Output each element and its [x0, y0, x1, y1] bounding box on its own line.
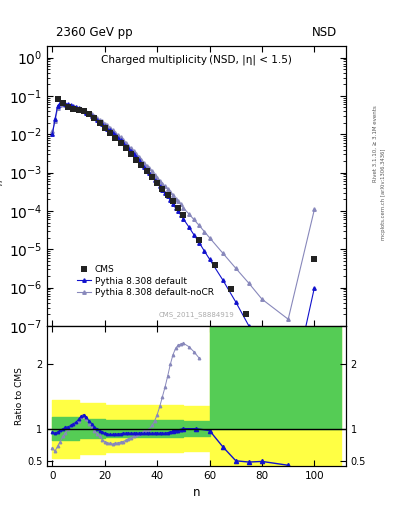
CMS	[71, 105, 76, 112]
CMS	[108, 130, 112, 136]
CMS	[55, 96, 60, 102]
Pythia 8.308 default-noCR	[61, 101, 65, 108]
Text: 2360 GeV pp: 2360 GeV pp	[56, 26, 133, 39]
CMS	[139, 162, 144, 168]
Text: mcplots.cern.ch [arXiv:1306.3436]: mcplots.cern.ch [arXiv:1306.3436]	[381, 149, 386, 240]
Pythia 8.308 default-noCR	[131, 148, 136, 154]
CMS	[228, 286, 233, 292]
CMS	[150, 174, 154, 180]
CMS	[181, 211, 186, 218]
CMS	[160, 186, 165, 192]
CMS	[92, 115, 97, 121]
Pythia 8.308 default	[95, 117, 99, 123]
Pythia 8.308 default-noCR	[202, 228, 207, 234]
Line: CMS: CMS	[55, 96, 318, 349]
CMS	[118, 140, 123, 146]
Pythia 8.308 default-noCR	[84, 109, 89, 115]
CMS	[97, 120, 102, 126]
CMS	[171, 198, 175, 204]
Pythia 8.308 default-noCR	[66, 102, 70, 109]
Pythia 8.308 default	[84, 110, 89, 116]
Pythia 8.308 default-noCR	[95, 115, 99, 121]
Pythia 8.308 default	[286, 403, 290, 410]
CMS	[176, 205, 180, 211]
Pythia 8.308 default	[312, 285, 317, 291]
Pythia 8.308 default	[202, 248, 207, 254]
CMS	[197, 237, 202, 243]
Text: CMS_2011_S8884919: CMS_2011_S8884919	[159, 311, 234, 317]
CMS	[76, 106, 81, 113]
Line: Pythia 8.308 default: Pythia 8.308 default	[51, 101, 316, 408]
CMS	[129, 151, 133, 157]
Legend: CMS, Pythia 8.308 default, Pythia 8.308 default-noCR: CMS, Pythia 8.308 default, Pythia 8.308 …	[75, 263, 215, 299]
Pythia 8.308 default	[131, 151, 136, 157]
CMS	[113, 135, 118, 141]
CMS	[103, 124, 107, 131]
CMS	[213, 262, 217, 268]
X-axis label: n: n	[193, 486, 200, 499]
CMS	[312, 256, 317, 262]
CMS	[66, 104, 70, 110]
Y-axis label: Ratio to CMS: Ratio to CMS	[15, 367, 24, 425]
Text: Charged multiplicity (NSD, |η| < 1.5): Charged multiplicity (NSD, |η| < 1.5)	[101, 54, 292, 65]
CMS	[81, 108, 86, 114]
CMS	[87, 111, 92, 117]
CMS	[61, 100, 65, 106]
Pythia 8.308 default-noCR	[150, 168, 154, 174]
CMS	[244, 311, 249, 317]
Pythia 8.308 default	[150, 173, 154, 179]
CMS	[155, 180, 160, 186]
CMS	[265, 343, 270, 349]
Y-axis label: $P_n$: $P_n$	[0, 179, 6, 193]
CMS	[144, 168, 149, 174]
Pythia 8.308 default-noCR	[312, 206, 317, 212]
Pythia 8.308 default	[58, 100, 62, 106]
Pythia 8.308 default	[66, 101, 70, 108]
Text: Rivet 3.1.10, ≥ 3.1M events: Rivet 3.1.10, ≥ 3.1M events	[373, 105, 378, 182]
CMS	[286, 331, 290, 337]
CMS	[123, 145, 128, 152]
Pythia 8.308 default	[50, 131, 55, 137]
Pythia 8.308 default-noCR	[50, 128, 55, 134]
Line: Pythia 8.308 default-noCR: Pythia 8.308 default-noCR	[51, 103, 316, 321]
Pythia 8.308 default-noCR	[286, 316, 290, 322]
CMS	[134, 157, 139, 163]
Text: NSD: NSD	[312, 26, 337, 39]
CMS	[165, 192, 170, 198]
